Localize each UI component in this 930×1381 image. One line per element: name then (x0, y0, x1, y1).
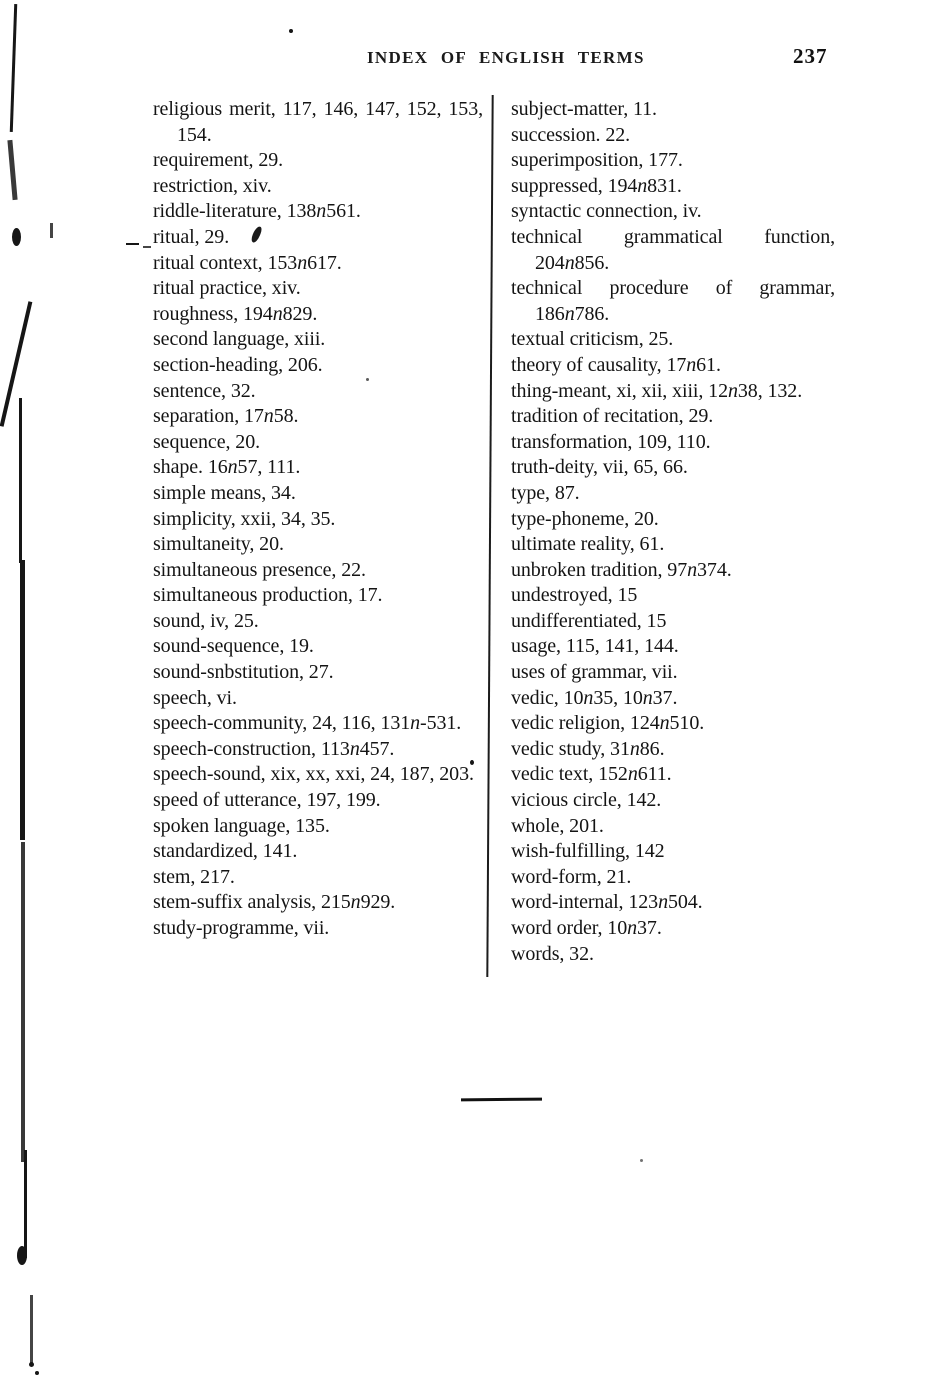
scan-artifact (366, 378, 369, 381)
index-entry: suppressed, 194n831. (511, 174, 682, 197)
scan-artifact (143, 246, 151, 248)
index-entry: stem, 217. (153, 865, 235, 888)
index-entry: vedic text, 152n611. (511, 763, 672, 786)
scan-artifact (126, 243, 139, 245)
index-entry: sentence, 32. (153, 379, 256, 402)
scan-artifact (35, 1371, 39, 1375)
index-entry: sound, iv, 25. (153, 609, 259, 632)
index-entry: riddle-literature, 138n561. (153, 200, 361, 223)
index-entry: undifferentiated, 15 (511, 609, 667, 632)
scan-artifact (30, 1295, 33, 1365)
index-entry: second language, xiii. (153, 328, 326, 351)
index-entry: word-form, 21. (511, 865, 632, 888)
scan-artifact (17, 1246, 27, 1265)
index-entry: whole, 201. (511, 814, 604, 837)
index-entry: roughness, 194n829. (153, 302, 318, 325)
index-entry: sequence, 20. (153, 430, 260, 453)
index-entry: word order, 10n37. (511, 917, 662, 939)
index-entry: tradition of recitation, 29. (511, 405, 714, 428)
index-column-left: religious merit, 117, 146, 147, 152, 153… (153, 97, 483, 942)
index-entry: theory of causality, 17n61. (511, 353, 721, 376)
page-number: 237 (793, 44, 828, 68)
index-entry: simultaneous presence, 22. (153, 558, 366, 581)
scan-artifact (640, 1159, 643, 1162)
scan-artifact (21, 842, 25, 1162)
index-entry: type-phoneme, 20. (511, 507, 659, 530)
index-entry: uses of grammar, vii. (511, 661, 678, 684)
index-entry: vicious circle, 142. (511, 789, 662, 812)
index-entry: religious merit, 117, 146, 147, 152, 153… (153, 98, 483, 146)
index-entry: wish-fulfilling, 142 (511, 840, 665, 863)
running-header: INDEX OF ENGLISH TERMS (367, 48, 645, 67)
index-entry: vedic religion, 124n510. (511, 712, 705, 735)
bottom-short-rule (460, 1097, 543, 1102)
index-entry: simultaneous production, 17. (153, 584, 383, 607)
index-entry: study-programme, vii. (153, 917, 330, 939)
index-entry: stem-suffix analysis, 215n929. (153, 891, 396, 914)
index-entry: transformation, 109, 110. (511, 430, 711, 453)
index-entry: vedic study, 31n86. (511, 737, 665, 760)
index-entry: vedic, 10n35, 10n37. (511, 686, 678, 709)
index-entry: syntactic connection, iv. (511, 200, 702, 223)
scan-artifact (50, 223, 53, 238)
index-entry: technical procedure of grammar, 186n786. (511, 277, 835, 325)
index-entry: undestroyed, 15 (511, 584, 638, 607)
index-entry: ritual context, 153n617. (153, 251, 342, 274)
index-entry: simultaneity, 20. (153, 533, 284, 556)
index-entry: simplicity, xxii, 34, 35. (153, 507, 336, 530)
scan-artifact (0, 301, 33, 427)
index-entry: speech-community, 24, 116, 131n-531. (153, 712, 462, 735)
scan-artifact (7, 139, 18, 201)
index-entry: usage, 115, 141, 144. (511, 635, 679, 658)
scan-artifact (29, 1362, 34, 1367)
index-entry: sound-sequence, 19. (153, 635, 314, 658)
index-entry: separation, 17n58. (153, 405, 299, 428)
index-entry: shape. 16n57, 111. (153, 456, 301, 479)
scan-artifact (289, 29, 293, 33)
index-entry: standardized, 141. (153, 840, 298, 863)
index-entry: truth-deity, vii, 65, 66. (511, 456, 688, 479)
index-entry: words, 32. (511, 942, 594, 965)
index-entry: succession. 22. (511, 123, 631, 146)
scan-artifact (20, 560, 25, 840)
index-entry: textual criticism, 25. (511, 328, 674, 351)
column-divider-rule (486, 95, 494, 977)
index-entry: thing-meant, xi, xii, xiii, 12n38, 132. (511, 379, 803, 402)
index-entry: word-internal, 123n504. (511, 891, 703, 914)
index-entry: ritual, 29. (153, 225, 230, 248)
index-entry: speech-construction, 113n457. (153, 737, 395, 760)
scan-artifact (24, 1150, 27, 1258)
index-entry: restriction, xiv. (153, 174, 272, 197)
index-entry: unbroken tradition, 97n374. (511, 558, 732, 581)
index-entry: sound-snbstitution, 27. (153, 661, 334, 684)
index-entry: superimposition, 177. (511, 149, 683, 172)
index-entry: speed of utterance, 197, 199. (153, 789, 381, 812)
index-entry: simple means, 34. (153, 481, 296, 504)
index-entry: ultimate reality, 61. (511, 533, 665, 556)
scan-artifact (12, 228, 21, 246)
index-entry: technical grammatical function, 204n856. (511, 225, 835, 274)
index-entry: speech-sound, xix, xx, xxi, 24, 187, 203… (153, 763, 474, 786)
index-entry: section-heading, 206. (153, 353, 323, 376)
index-entry: ritual practice, xiv. (153, 277, 301, 300)
index-entry: subject-matter, 11. (511, 98, 657, 120)
index-entry: requirement, 29. (153, 149, 284, 172)
index-entry: speech, vi. (153, 686, 237, 709)
scan-artifact (19, 398, 22, 563)
index-entry: spoken language, 135. (153, 814, 330, 837)
scan-artifact (470, 760, 474, 765)
index-entry: type, 87. (511, 481, 580, 504)
index-column-right: subject-matter, 11. succession. 22. superi… (511, 97, 835, 967)
scan-artifact (9, 3, 18, 133)
